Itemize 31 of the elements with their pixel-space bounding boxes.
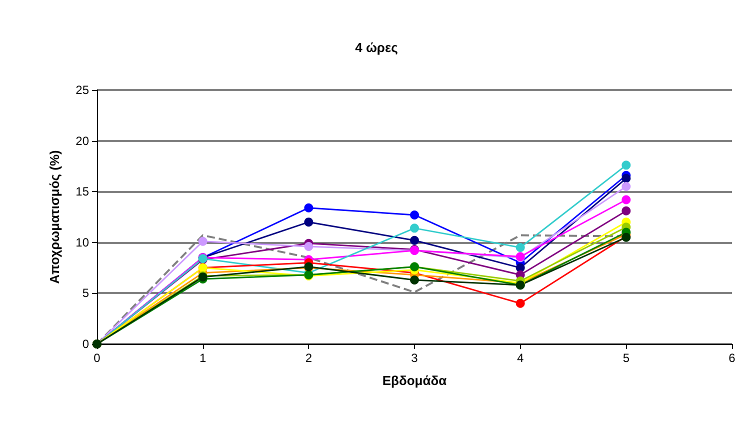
chart-title: 4 ώρες (355, 40, 398, 55)
y-tick-label: 10 (76, 235, 90, 250)
x-tick-label: 1 (199, 351, 206, 365)
y-axis-title: Αποχρωματισμός (%) (47, 150, 62, 284)
point (304, 218, 314, 227)
point (410, 224, 419, 233)
point (622, 182, 631, 192)
x-tick-label: 0 (94, 351, 101, 365)
point (622, 195, 631, 204)
point (304, 203, 314, 212)
y-tick-label: 20 (76, 134, 90, 148)
point (622, 160, 631, 170)
x-axis-title: Εβδομάδα (382, 373, 447, 388)
y-tick-label: 0 (82, 337, 90, 351)
point (410, 275, 419, 284)
point (622, 206, 631, 216)
x-tick-label: 6 (728, 351, 736, 365)
point (516, 242, 525, 252)
y-tick-label: 5 (82, 286, 90, 300)
point (410, 210, 419, 220)
point (304, 242, 314, 251)
x-tick-label: 4 (516, 351, 524, 365)
point (622, 174, 631, 183)
x-tick-label: 2 (305, 351, 312, 365)
point (198, 236, 208, 246)
x-tick-label: 3 (411, 351, 418, 365)
y-tick-label: 25 (76, 83, 90, 97)
point (410, 236, 419, 245)
x-tick-label: 5 (622, 351, 630, 365)
point (516, 298, 525, 308)
y-tick-label: 15 (76, 184, 90, 199)
